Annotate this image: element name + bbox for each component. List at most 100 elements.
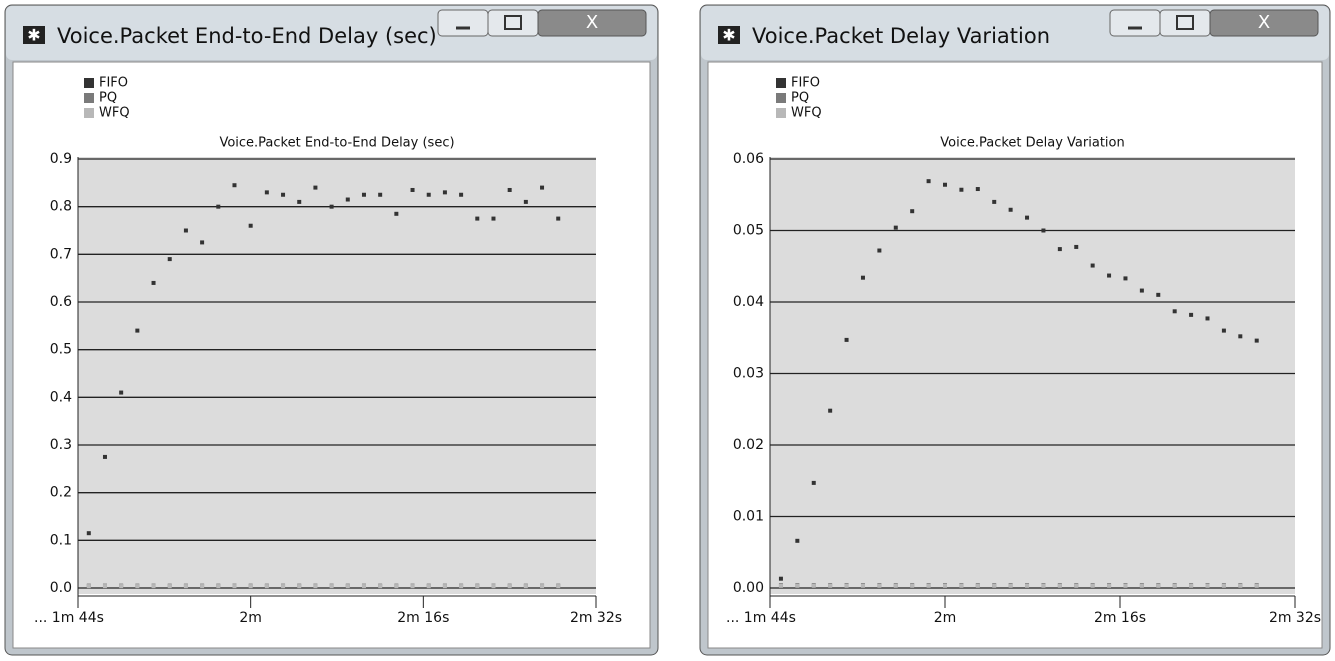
close-button[interactable] <box>1209 9 1319 37</box>
data-point <box>426 192 431 197</box>
data-point <box>459 192 464 197</box>
data-point <box>200 240 205 245</box>
data-point <box>281 192 286 197</box>
data-point <box>345 197 350 202</box>
data-point <box>410 187 415 192</box>
maximize-button[interactable] <box>1159 9 1211 37</box>
data-point <box>844 583 849 588</box>
minimize-button[interactable] <box>437 9 489 37</box>
minimize-button[interactable] <box>1109 9 1161 37</box>
data-point <box>811 480 816 485</box>
data-point <box>828 583 833 588</box>
window-icon-glyph: ✱ <box>27 26 40 45</box>
data-point <box>216 204 221 209</box>
maximize-button[interactable] <box>487 9 539 37</box>
x-tick-label: 2m 16s <box>1094 610 1146 626</box>
data-point <box>1156 583 1161 588</box>
y-tick-label: 0.0 <box>50 580 72 596</box>
data-point <box>119 390 124 395</box>
data-point <box>1025 215 1030 220</box>
y-tick-label: 0.2 <box>50 485 72 501</box>
x-tick-label: 2m <box>239 610 262 626</box>
data-point <box>877 248 882 253</box>
data-point <box>1205 583 1210 588</box>
data-point <box>1074 583 1079 588</box>
data-point <box>1123 583 1128 588</box>
data-point <box>1041 228 1046 233</box>
data-point <box>442 190 447 195</box>
data-point <box>297 584 302 589</box>
legend-label: WFQ <box>791 106 822 121</box>
legend-label: WFQ <box>99 106 130 121</box>
data-point <box>86 531 91 536</box>
data-point <box>795 583 800 588</box>
data-point <box>426 584 431 589</box>
window-title: Voice.Packet End-to-End Delay (sec) <box>57 24 437 48</box>
data-point <box>975 583 980 588</box>
y-tick-label: 0.00 <box>733 580 764 596</box>
y-tick-label: 0.02 <box>733 437 764 453</box>
legend-label: FIFO <box>791 76 820 91</box>
x-tick-label: 2m <box>934 610 957 626</box>
data-point <box>795 538 800 543</box>
data-point <box>1057 583 1062 588</box>
data-point <box>959 187 964 192</box>
data-point <box>1205 316 1210 321</box>
chart-title: Voice.Packet End-to-End Delay (sec) <box>219 136 454 151</box>
data-point <box>556 216 561 221</box>
data-point <box>361 192 366 197</box>
maximize-glyph <box>1176 15 1194 30</box>
y-tick-label: 0.4 <box>50 389 72 405</box>
data-point <box>361 584 366 589</box>
data-point <box>281 584 286 589</box>
data-point <box>1008 583 1013 588</box>
data-point <box>119 584 124 589</box>
data-point <box>475 584 480 589</box>
data-point <box>394 584 399 589</box>
data-point <box>167 257 172 262</box>
data-point <box>1139 288 1144 293</box>
close-glyph: X <box>586 12 598 33</box>
y-tick-label: 0.04 <box>733 294 764 310</box>
data-point <box>345 584 350 589</box>
data-point <box>860 275 865 280</box>
data-point <box>1172 309 1177 314</box>
data-point <box>778 576 783 581</box>
data-point <box>329 204 334 209</box>
data-point <box>1189 583 1194 588</box>
data-point <box>329 584 334 589</box>
data-point <box>556 584 561 589</box>
x-tick-label: 2m 16s <box>397 610 449 626</box>
data-point <box>893 225 898 230</box>
data-point <box>264 190 269 195</box>
data-point <box>926 179 931 184</box>
data-point <box>102 454 107 459</box>
data-point <box>992 199 997 204</box>
data-point <box>1238 583 1243 588</box>
legend-swatch <box>776 108 786 118</box>
window-icon <box>718 26 740 44</box>
data-point <box>313 185 318 190</box>
data-point <box>264 584 269 589</box>
x-tick-label: ... 1m 44s <box>34 610 104 626</box>
legend-swatch <box>776 93 786 103</box>
data-point <box>523 584 528 589</box>
window-icon-glyph: ✱ <box>722 26 735 45</box>
data-point <box>943 182 947 187</box>
data-point <box>975 187 980 192</box>
y-tick-label: 0.05 <box>733 223 764 239</box>
data-point <box>1123 276 1128 281</box>
data-point <box>844 337 849 342</box>
data-point <box>910 583 915 588</box>
x-tick-label: ... 1m 44s <box>726 610 796 626</box>
data-point <box>151 280 156 285</box>
data-point <box>1074 244 1079 249</box>
data-point <box>1025 583 1030 588</box>
data-point <box>540 185 545 190</box>
plot-area <box>78 157 596 594</box>
data-point <box>992 583 997 588</box>
close-button[interactable] <box>537 9 647 37</box>
y-tick-label: 0.1 <box>50 532 72 548</box>
y-tick-label: 0.8 <box>50 199 72 215</box>
y-tick-label: 0.9 <box>50 151 72 167</box>
